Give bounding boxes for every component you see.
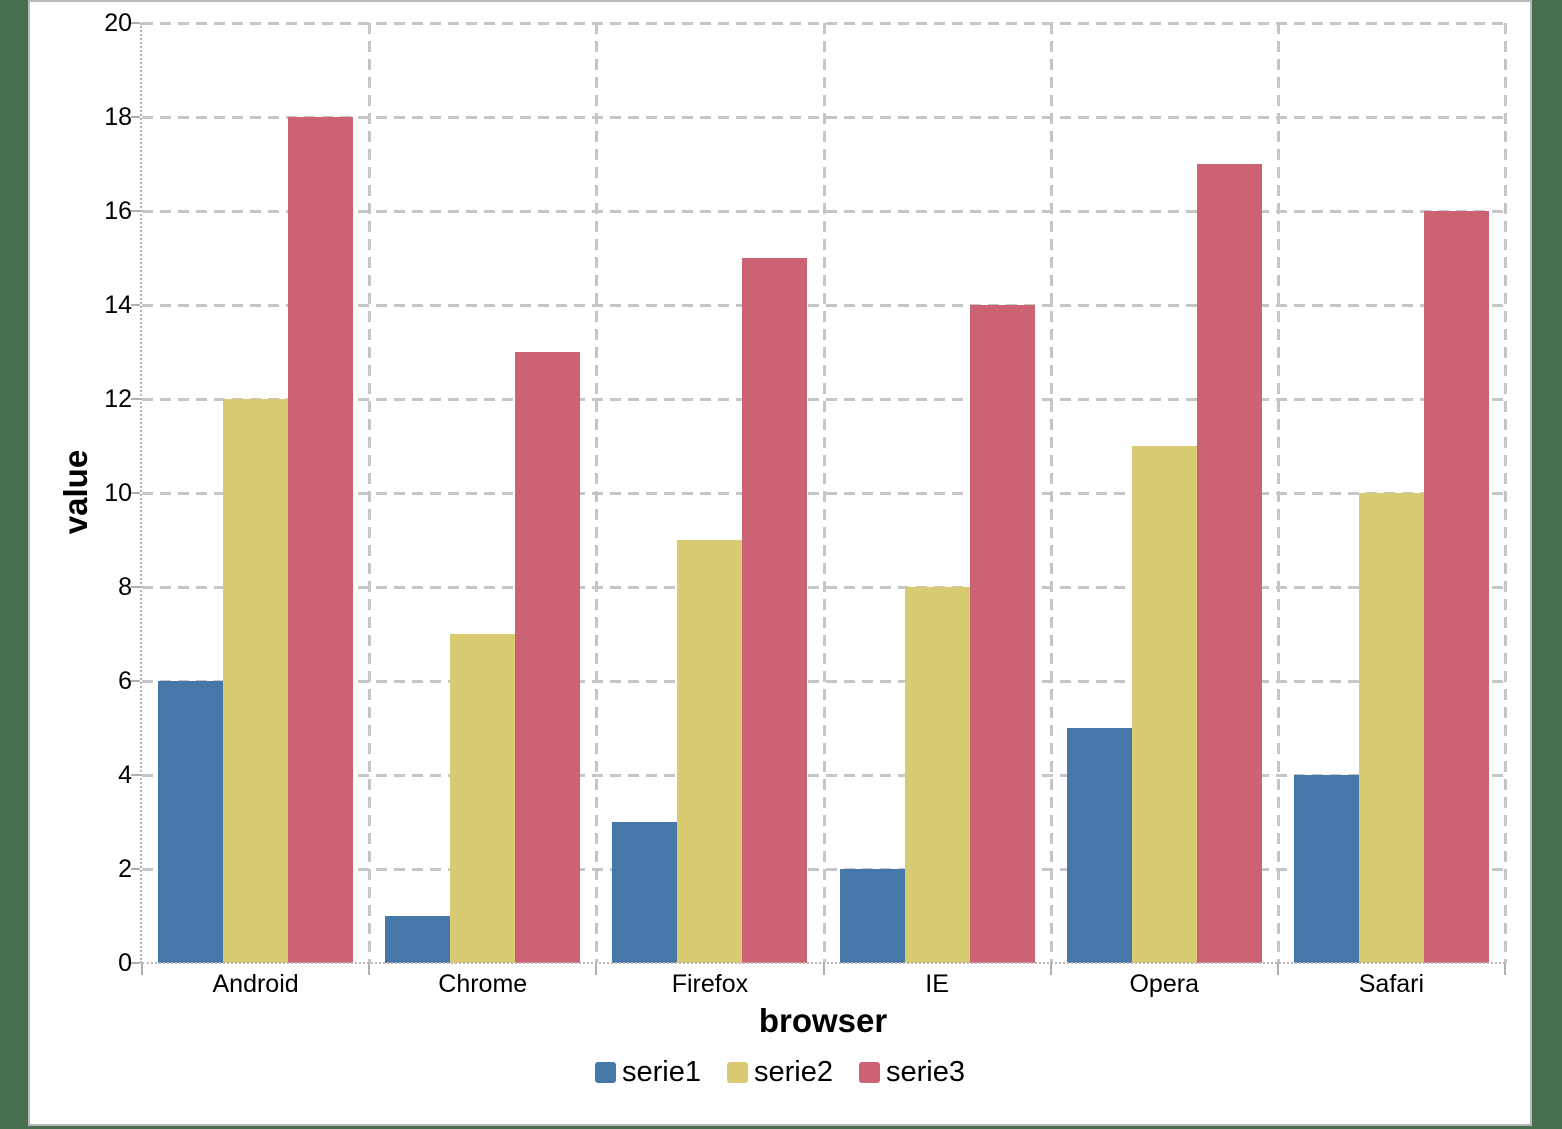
y-axis-title: value — [57, 449, 94, 535]
y-tick — [131, 304, 140, 306]
y-tick-label-18: 18 — [104, 103, 132, 131]
y-tick — [131, 492, 140, 494]
x-tick — [1504, 963, 1506, 975]
y-tick — [131, 868, 140, 870]
bar-serie3-chrome — [515, 352, 581, 963]
bar-serie1-ie — [839, 869, 905, 963]
x-tick — [368, 963, 371, 975]
gridline-x-boundary — [368, 23, 372, 963]
bar-serie3-ie — [969, 305, 1035, 963]
bar-serie1-safari — [1293, 775, 1359, 963]
bar-serie2-opera — [1131, 446, 1197, 963]
x-tick — [141, 963, 143, 975]
bar-serie3-safari — [1423, 211, 1489, 963]
x-tick — [595, 963, 598, 975]
bar-serie3-android — [288, 117, 354, 963]
y-tick-label-20: 20 — [104, 9, 132, 37]
x-tick-label-ie: IE — [925, 970, 949, 998]
bar-serie3-opera — [1196, 164, 1262, 963]
y-tick-label-8: 8 — [118, 573, 132, 601]
y-tick-label-2: 2 — [118, 855, 132, 883]
gridline-x-boundary — [1276, 23, 1280, 963]
plot-area — [140, 22, 1507, 964]
legend-item-serie1: serie1 — [595, 1056, 701, 1089]
bar-serie1-chrome — [385, 916, 451, 963]
legend-item-serie3: serie3 — [859, 1056, 965, 1089]
legend-label-serie1: serie1 — [622, 1056, 701, 1088]
bar-serie1-opera — [1066, 728, 1132, 963]
legend-swatch-serie3 — [859, 1062, 880, 1083]
y-tick — [131, 210, 140, 212]
y-tick-label-12: 12 — [104, 385, 132, 413]
legend-label-serie3: serie3 — [886, 1056, 965, 1088]
x-tick-label-firefox: Firefox — [671, 970, 749, 998]
legend-item-serie2: serie2 — [727, 1056, 833, 1089]
bar-serie1-android — [158, 681, 224, 963]
x-tick-label-android: Android — [212, 970, 299, 998]
y-tick-label-10: 10 — [104, 479, 132, 507]
legend-swatch-serie2 — [727, 1062, 748, 1083]
y-tick — [131, 116, 140, 118]
gridline-x-boundary — [1504, 23, 1507, 963]
bar-serie3-firefox — [742, 258, 808, 963]
y-tick — [131, 680, 140, 682]
x-tick — [822, 963, 825, 975]
x-tick — [1276, 963, 1279, 975]
y-tick-label-4: 4 — [118, 761, 132, 789]
legend-label-serie2: serie2 — [754, 1056, 833, 1088]
legend-swatch-serie1 — [595, 1062, 616, 1083]
bar-serie2-android — [223, 399, 289, 963]
y-tick-label-6: 6 — [118, 667, 132, 695]
y-tick — [131, 22, 140, 24]
y-tick — [131, 586, 140, 588]
x-axis-title: browser — [758, 1002, 888, 1039]
x-tick-label-chrome: Chrome — [438, 970, 528, 998]
x-tick-label-opera: Opera — [1129, 970, 1199, 998]
bar-serie2-safari — [1358, 493, 1424, 963]
bar-serie2-chrome — [450, 634, 516, 963]
x-tick — [1049, 963, 1052, 975]
y-tick-label-14: 14 — [104, 291, 132, 319]
bar-serie2-firefox — [677, 540, 743, 963]
y-axis-line — [140, 23, 142, 963]
y-tick — [131, 774, 140, 776]
bar-serie1-firefox — [612, 822, 678, 963]
gridline-x-boundary — [595, 23, 599, 963]
chart-canvas: 0 2 4 6 8 10 12 14 16 18 20 Android Chrome Firefox IE… — [28, 0, 1532, 1126]
y-tick — [131, 398, 140, 400]
gridline-x-boundary — [822, 23, 826, 963]
bar-serie2-ie — [904, 587, 970, 963]
y-tick-label-0: 0 — [118, 949, 132, 977]
y-tick — [131, 962, 140, 964]
y-tick-label-16: 16 — [104, 197, 132, 225]
gridline-x-boundary — [1049, 23, 1053, 963]
x-tick-label-safari: Safari — [1358, 970, 1425, 998]
legend: serie1 serie2 serie3 — [30, 1056, 1530, 1089]
